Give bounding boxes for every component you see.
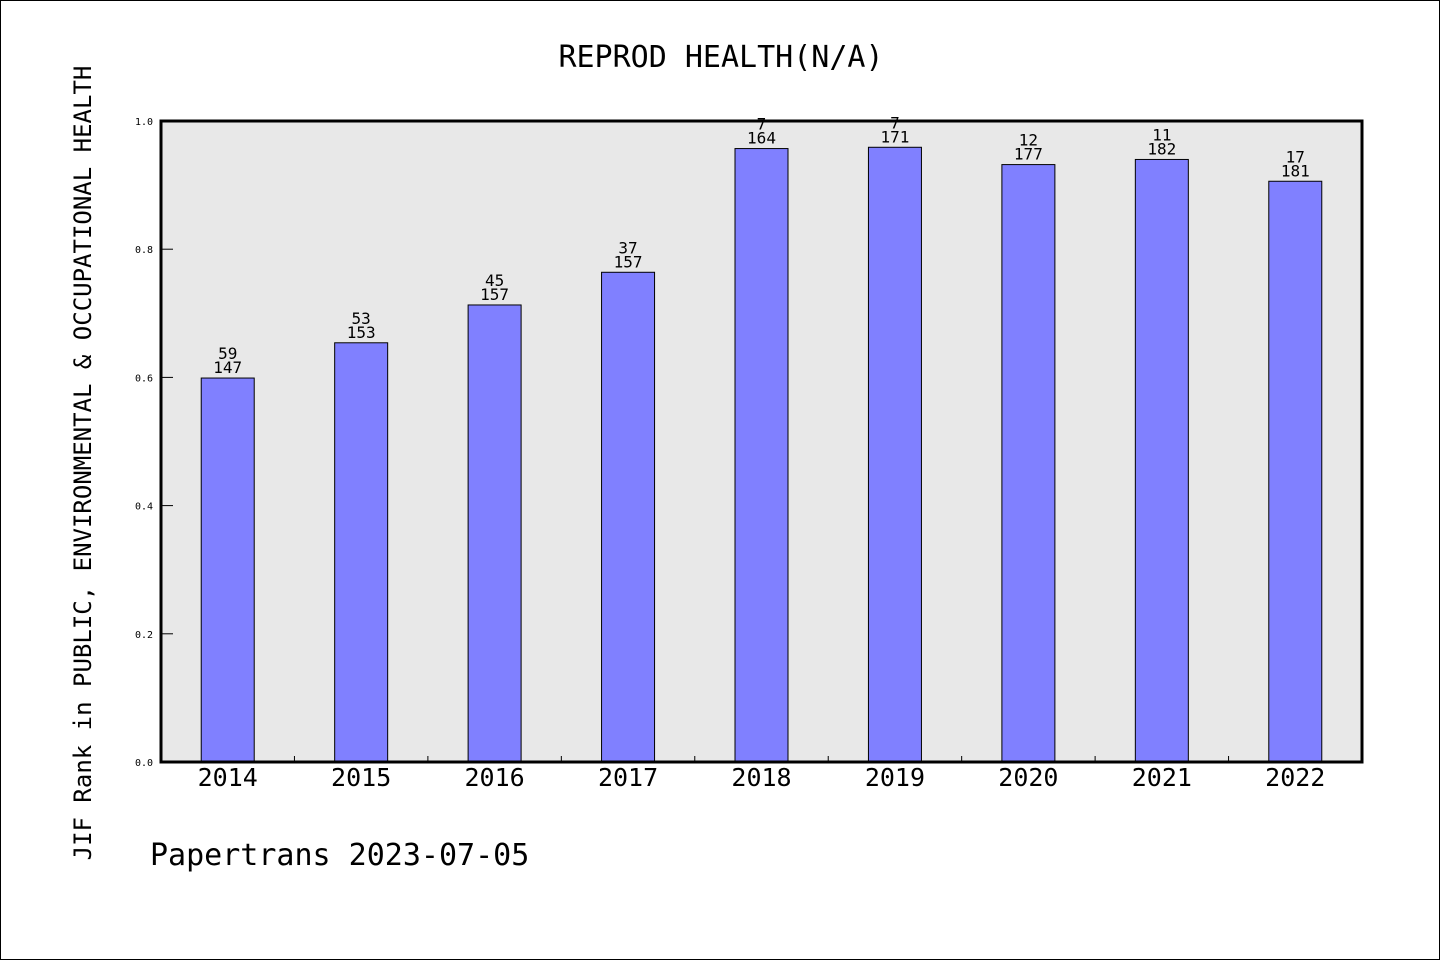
bar-rank-label: 45 bbox=[485, 271, 504, 290]
x-tick-label: 2018 bbox=[731, 763, 791, 792]
bar bbox=[467, 304, 522, 763]
y-tick-label: 0.2 bbox=[135, 630, 153, 641]
bar bbox=[1134, 158, 1189, 763]
bar bbox=[200, 377, 255, 763]
plot-border bbox=[159, 119, 1364, 764]
x-tick-label: 2022 bbox=[1265, 763, 1325, 792]
x-tick-label: 2014 bbox=[198, 763, 258, 792]
bar bbox=[1268, 180, 1323, 763]
bar bbox=[334, 342, 389, 763]
bar-total-label: 147 bbox=[213, 358, 242, 377]
x-tick-label: 2016 bbox=[465, 763, 525, 792]
x-tick-label: 2017 bbox=[598, 763, 658, 792]
bar-rank-label: 7 bbox=[890, 113, 900, 132]
x-tick-label: 2020 bbox=[998, 763, 1058, 792]
bar-total-label: 181 bbox=[1281, 161, 1310, 180]
bar-total-label: 153 bbox=[347, 323, 376, 342]
bar-rank-label: 17 bbox=[1286, 147, 1305, 166]
bar-rank-label: 53 bbox=[352, 309, 371, 328]
y-tick-label: 1.0 bbox=[135, 117, 153, 128]
bar bbox=[734, 148, 789, 763]
bar-total-label: 164 bbox=[747, 129, 776, 148]
bar-total-label: 171 bbox=[880, 127, 909, 146]
bar-rank-label: 12 bbox=[1019, 131, 1038, 150]
y-tick-label: 0.0 bbox=[135, 758, 153, 769]
y-axis-label: JIF Rank in PUBLIC, ENVIRONMENTAL & OCCU… bbox=[69, 66, 97, 861]
bar-total-label: 177 bbox=[1014, 145, 1043, 164]
bar-rank-label: 59 bbox=[218, 344, 237, 363]
bar bbox=[1001, 164, 1056, 763]
x-tick-label: 2019 bbox=[865, 763, 925, 792]
bar bbox=[867, 146, 922, 763]
footer-text: Papertrans 2023-07-05 bbox=[150, 838, 529, 873]
y-tick-label: 0.4 bbox=[135, 502, 153, 513]
bar-total-label: 157 bbox=[480, 285, 509, 304]
bar-rank-label: 37 bbox=[618, 238, 637, 257]
x-tick-label: 2021 bbox=[1132, 763, 1192, 792]
y-tick-label: 0.8 bbox=[135, 245, 153, 256]
bar-rank-label: 7 bbox=[757, 115, 767, 134]
bar-total-label: 182 bbox=[1147, 139, 1176, 158]
bar-total-label: 157 bbox=[614, 252, 643, 271]
x-tick-label: 2015 bbox=[331, 763, 391, 792]
bar bbox=[601, 271, 656, 763]
bar-rank-label: 11 bbox=[1152, 125, 1171, 144]
y-tick-label: 0.6 bbox=[135, 373, 153, 384]
chart-title: REPROD HEALTH(N/A) bbox=[558, 40, 883, 75]
